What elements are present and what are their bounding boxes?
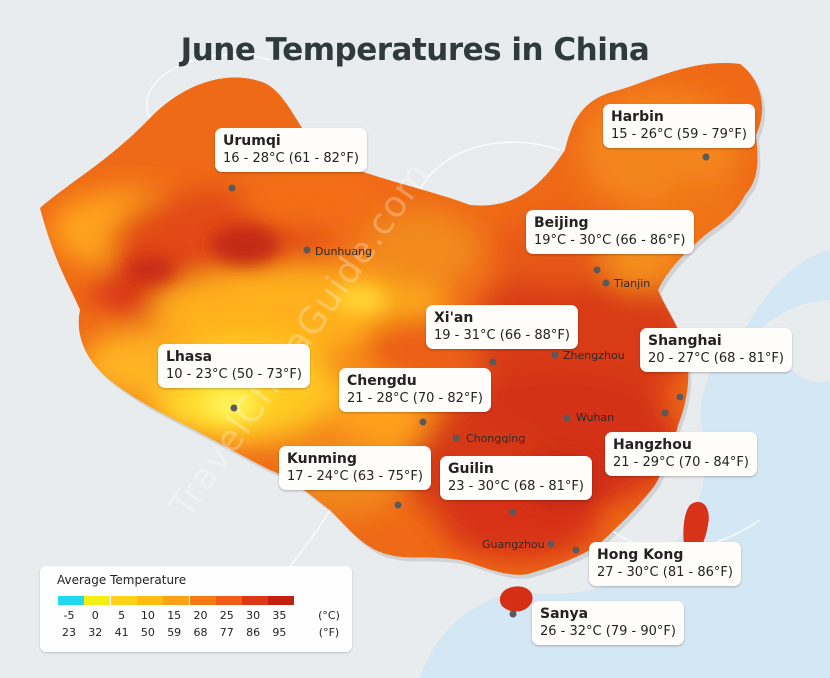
callout-kunming: Kunming 17 - 24°C (63 - 75°F) (279, 446, 431, 490)
legend-fahrenheit-label: 86 (246, 626, 261, 639)
callout-temperature: 23 - 30°C (68 - 81°F) (448, 479, 584, 494)
legend-swatch (136, 596, 163, 605)
callout-temperature: 19 - 31°C (66 - 88°F) (434, 328, 570, 343)
legend-title: Average Temperature (57, 573, 187, 587)
legend-swatch (242, 596, 269, 605)
callout-shanghai: Shanghai 20 - 27°C (68 - 81°F) (640, 328, 792, 372)
callout-city-name: Sanya (540, 606, 589, 622)
callout-city-name: Kunming (287, 451, 357, 467)
callout-city-name: Beijing (534, 215, 589, 231)
temperature-legend: Average Temperature -5 0 5 10 15 20 25 30 35 23 3… (40, 566, 352, 652)
callout-urumqi: Urumqi 16 - 28°C (61 - 82°F) (215, 128, 367, 172)
callout-city-name: Guilin (448, 461, 494, 477)
callout-city-name: Harbin (611, 109, 664, 125)
legend-celsius-label: -5 (63, 609, 75, 622)
legend-swatch (189, 596, 216, 605)
callout-city-name: Shanghai (648, 333, 722, 349)
legend-swatch (58, 596, 84, 605)
city-label-chongqing: Chongqing (466, 432, 526, 445)
map-title: June Temperatures in China (180, 32, 650, 68)
city-label-dunhuang: Dunhuang (315, 245, 373, 258)
city-label-tianjin: Tianjin (614, 277, 651, 290)
city-label-wuhan: Wuhan (576, 411, 615, 424)
legend-swatch (163, 596, 190, 605)
callout-city-name: Hangzhou (613, 437, 692, 453)
callout-sanya: Sanya 26 - 32°C (79 - 90°F) (532, 601, 684, 645)
callout-city-name: Urumqi (223, 133, 281, 149)
callout-temperature: 10 - 23°C (50 - 73°F) (166, 367, 302, 382)
legend-unit-celsius: (°C) (318, 609, 340, 622)
legend-fahrenheit-label: 59 (167, 626, 182, 639)
legend-swatch (268, 596, 295, 605)
legend-fahrenheit-label: 41 (114, 626, 129, 639)
legend-fahrenheit-label: 95 (272, 626, 287, 639)
callout-city-name: Chengdu (347, 373, 417, 389)
legend-celsius-label: 15 (167, 609, 182, 622)
legend-swatch (84, 596, 111, 605)
callout-beijing: Beijing 19°C - 30°C (66 - 86°F) (526, 210, 694, 254)
city-dots (228, 153, 710, 618)
callout-lhasa: Lhasa 10 - 23°C (50 - 73°F) (158, 344, 310, 388)
callout-city-name: Lhasa (166, 349, 213, 365)
legend-fahrenheit-label: 23 (62, 626, 76, 639)
city-label-guangzhou: Guangzhou (482, 538, 545, 551)
callout-temperature: 21 - 28°C (70 - 82°F) (347, 391, 483, 406)
legend-celsius-label: 30 (246, 609, 261, 622)
callout-hangzhou: Hangzhou 21 - 29°C (70 - 84°F) (605, 432, 757, 476)
callout-city-name: Hong Kong (597, 547, 684, 563)
callout-harbin: Harbin 15 - 26°C (59 - 79°F) (603, 104, 755, 148)
callout-temperature: 16 - 28°C (61 - 82°F) (223, 151, 359, 166)
legend-swatch (215, 596, 242, 605)
legend-celsius-label: 0 (91, 609, 99, 622)
callout-hong-kong: Hong Kong 27 - 30°C (81 - 86°F) (589, 542, 741, 586)
legend-fahrenheit-label: 77 (219, 626, 234, 639)
legend-celsius-label: 10 (140, 609, 155, 622)
callout-chengdu: Chengdu 21 - 28°C (70 - 82°F) (339, 368, 491, 412)
legend-swatch (110, 596, 137, 605)
callout-temperature: 21 - 29°C (70 - 84°F) (613, 455, 749, 470)
legend-fahrenheit-label: 68 (193, 626, 208, 639)
callout-temperature: 27 - 30°C (81 - 86°F) (597, 565, 733, 580)
callout-temperature: 19°C - 30°C (66 - 86°F) (534, 233, 686, 248)
legend-fahrenheit-label: 50 (140, 626, 155, 639)
legend-fahrenheit-label: 32 (88, 626, 103, 639)
callout-temperature: 17 - 24°C (63 - 75°F) (287, 469, 423, 484)
legend-celsius-label: 5 (118, 609, 126, 622)
callout-guilin: Guilin 23 - 30°C (68 - 81°F) (440, 456, 592, 500)
callout-temperature: 15 - 26°C (59 - 79°F) (611, 127, 747, 142)
callout-temperature: 20 - 27°C (68 - 81°F) (648, 351, 784, 366)
callout-city-name: Xi'an (434, 310, 474, 326)
legend-celsius-label: 35 (272, 609, 287, 622)
callout-xian: Xi'an 19 - 31°C (66 - 88°F) (426, 305, 578, 349)
legend-unit-fahrenheit: (°F) (318, 626, 340, 639)
city-label-zhengzhou: Zhengzhou (563, 349, 625, 362)
callout-temperature: 26 - 32°C (79 - 90°F) (540, 624, 676, 639)
legend-celsius-label: 20 (193, 609, 208, 622)
legend-celsius-label: 25 (219, 609, 234, 622)
